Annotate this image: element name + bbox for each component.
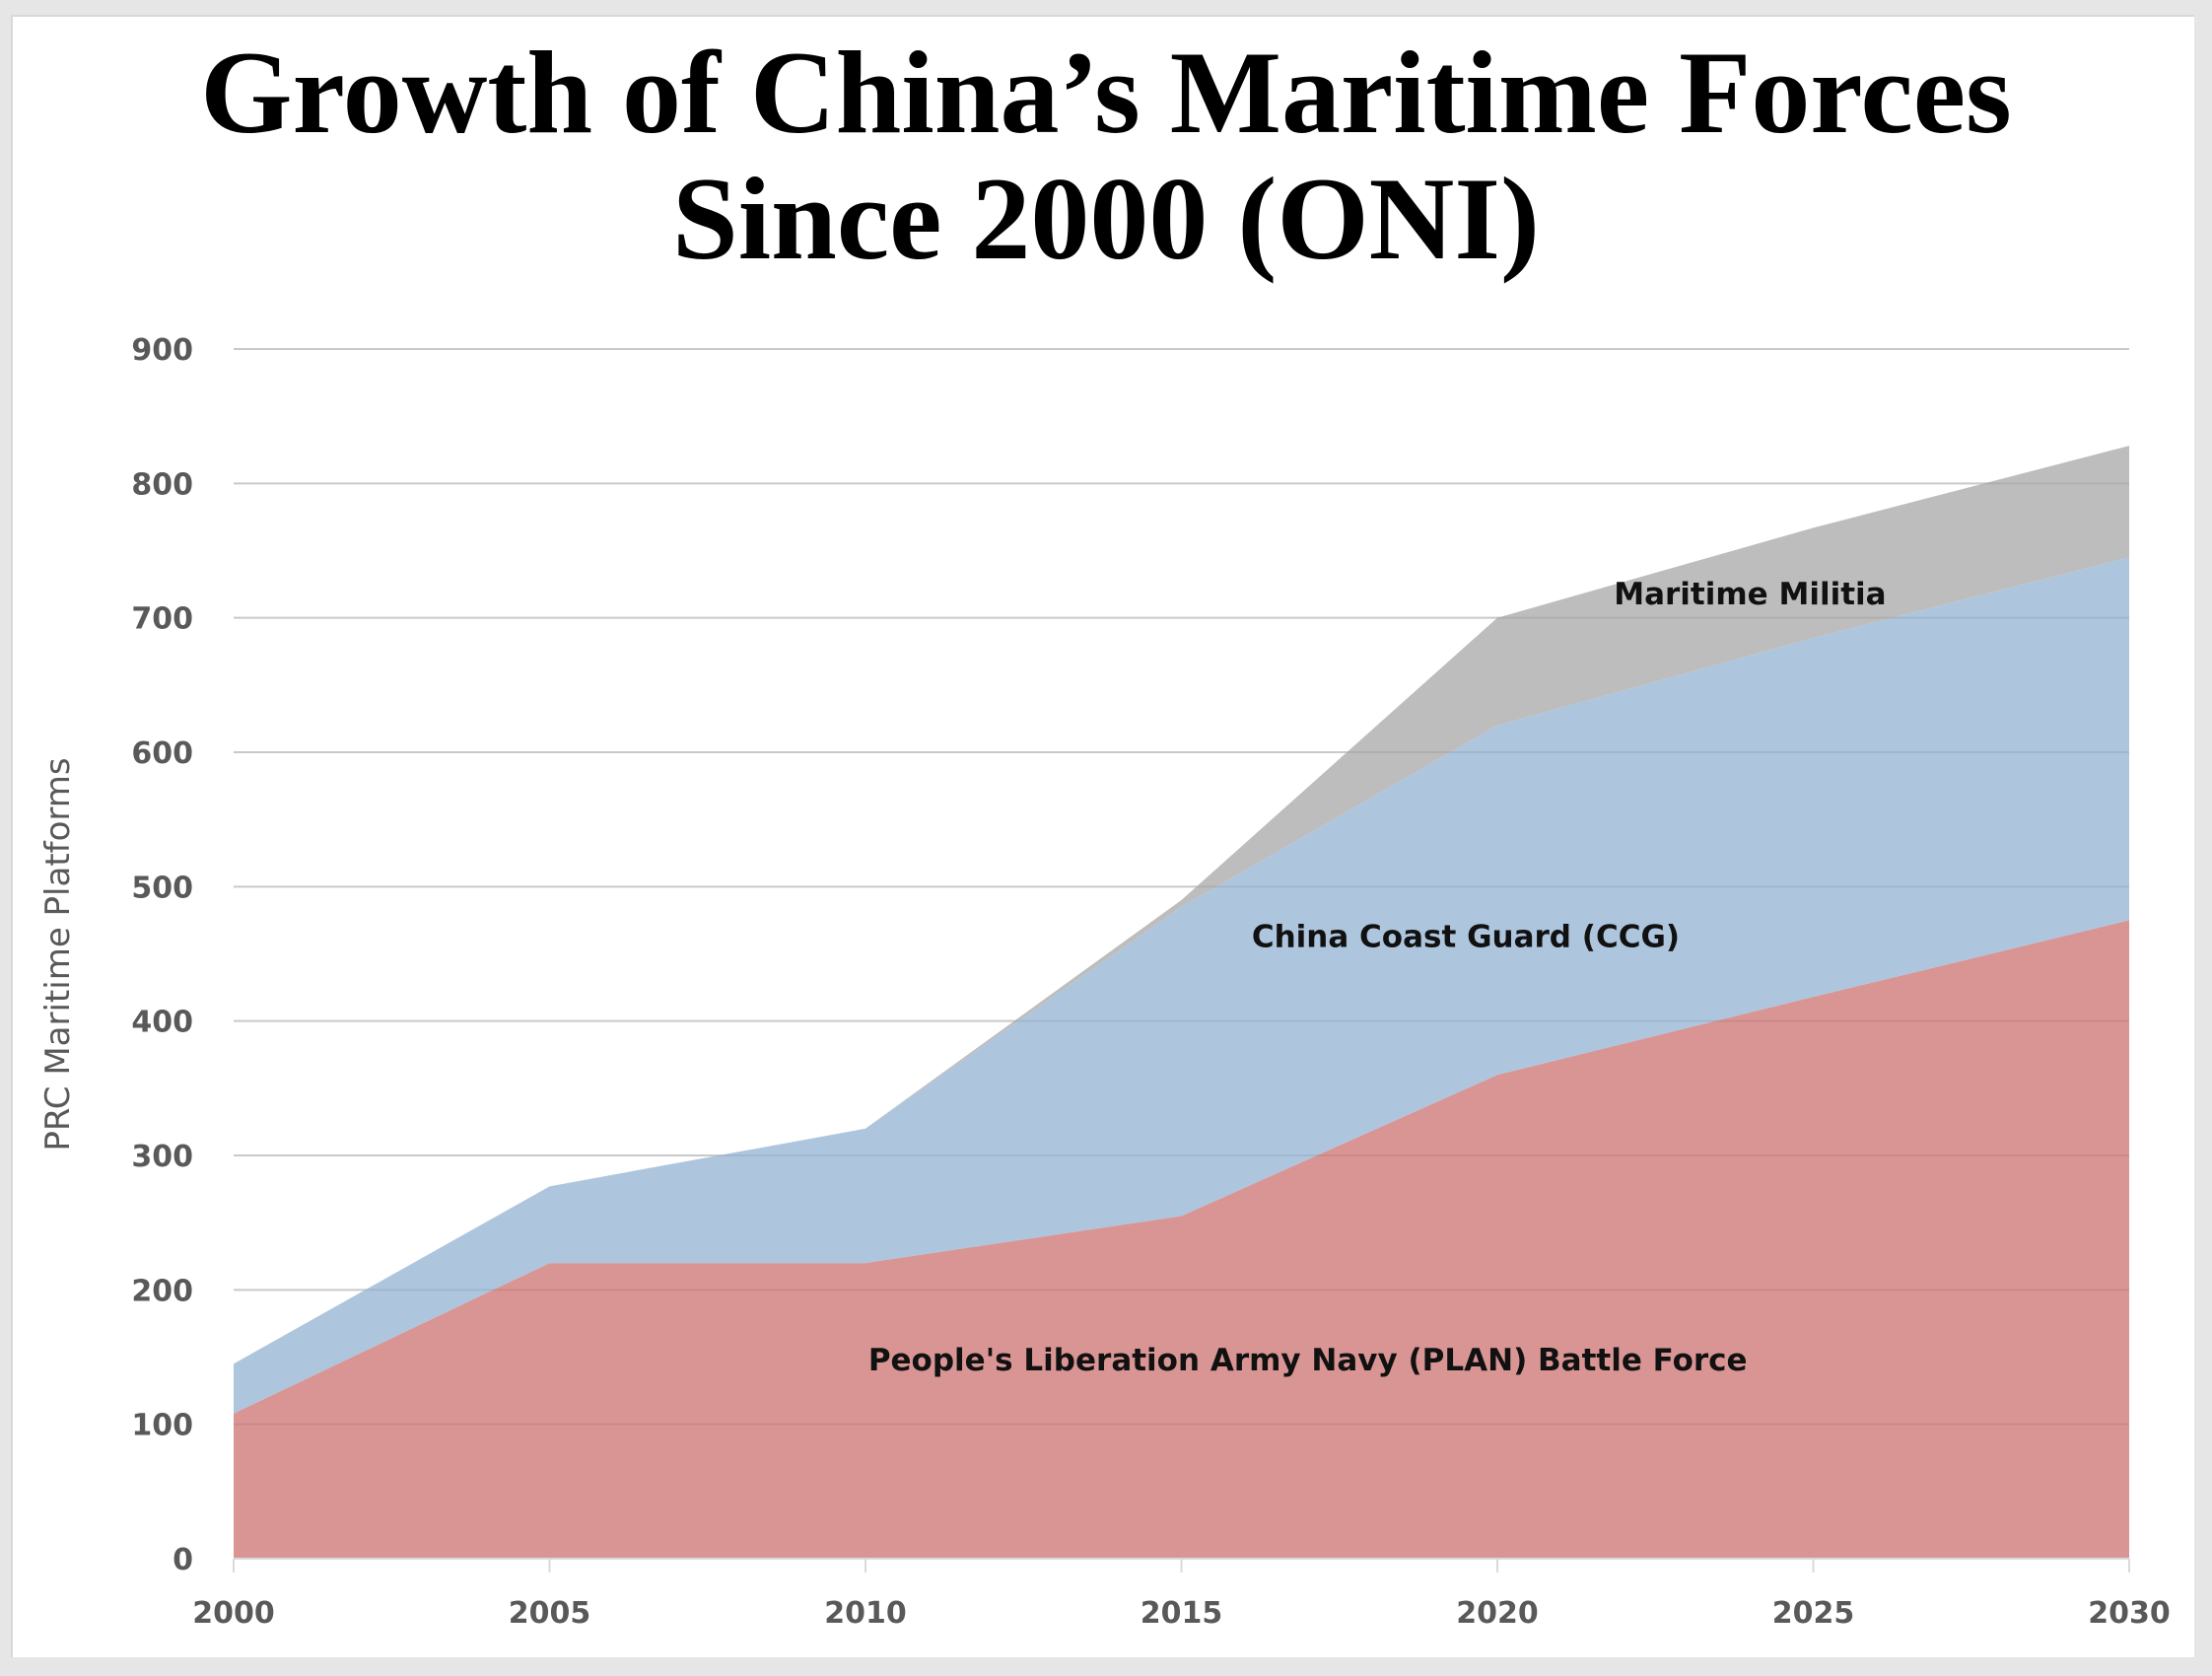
- area-label: China Coast Guard (CCG): [1252, 920, 1680, 955]
- area-series-0: [234, 920, 2129, 1559]
- x-axis: 2000 2005 2010 2015 2020 2025 2030: [192, 1558, 2171, 1631]
- y-tick-label: 100: [131, 1409, 193, 1443]
- y-axis-label: PRC Maritime Platforms: [38, 757, 78, 1151]
- x-tick-label: 2010: [824, 1596, 907, 1631]
- area-labels: Maritime Militia China Coast Guard (CCG) P…: [868, 577, 1887, 1378]
- y-tick-label: 300: [131, 1140, 193, 1174]
- chart-title-line-1: Growth of China’s Maritime Forces: [200, 27, 2012, 158]
- y-tick-label: 400: [131, 1006, 193, 1040]
- x-tick-label: 2025: [1772, 1596, 1855, 1631]
- chart-title-line-2: Since 2000 (ONI): [672, 153, 1540, 284]
- x-tick-label: 2020: [1456, 1596, 1539, 1631]
- x-tick-label: 2030: [2088, 1596, 2171, 1631]
- y-tick-label: 700: [131, 602, 193, 637]
- y-axis: 0 100 200 300 400 500 600 700 800 900: [131, 333, 193, 1577]
- y-tick-label: 0: [173, 1543, 193, 1577]
- chart-title: Growth of China’s Maritime Forces Since …: [0, 30, 2212, 282]
- stacked-areas: [234, 446, 2129, 1559]
- x-tick-label: 2005: [509, 1596, 591, 1631]
- area-label: People's Liberation Army Navy (PLAN) Bat…: [868, 1343, 1748, 1378]
- x-tick-label: 2015: [1141, 1596, 1223, 1631]
- y-tick-label: 900: [131, 333, 193, 368]
- y-tick-label: 500: [131, 871, 193, 905]
- area-series-2: [234, 446, 2129, 1364]
- y-tick-label: 800: [131, 467, 193, 502]
- y-tick-label: 200: [131, 1274, 193, 1308]
- x-tick-label: 2000: [192, 1596, 275, 1631]
- area-label: Maritime Militia: [1614, 577, 1886, 612]
- area-series-1: [234, 557, 2129, 1414]
- y-tick-label: 600: [131, 736, 193, 771]
